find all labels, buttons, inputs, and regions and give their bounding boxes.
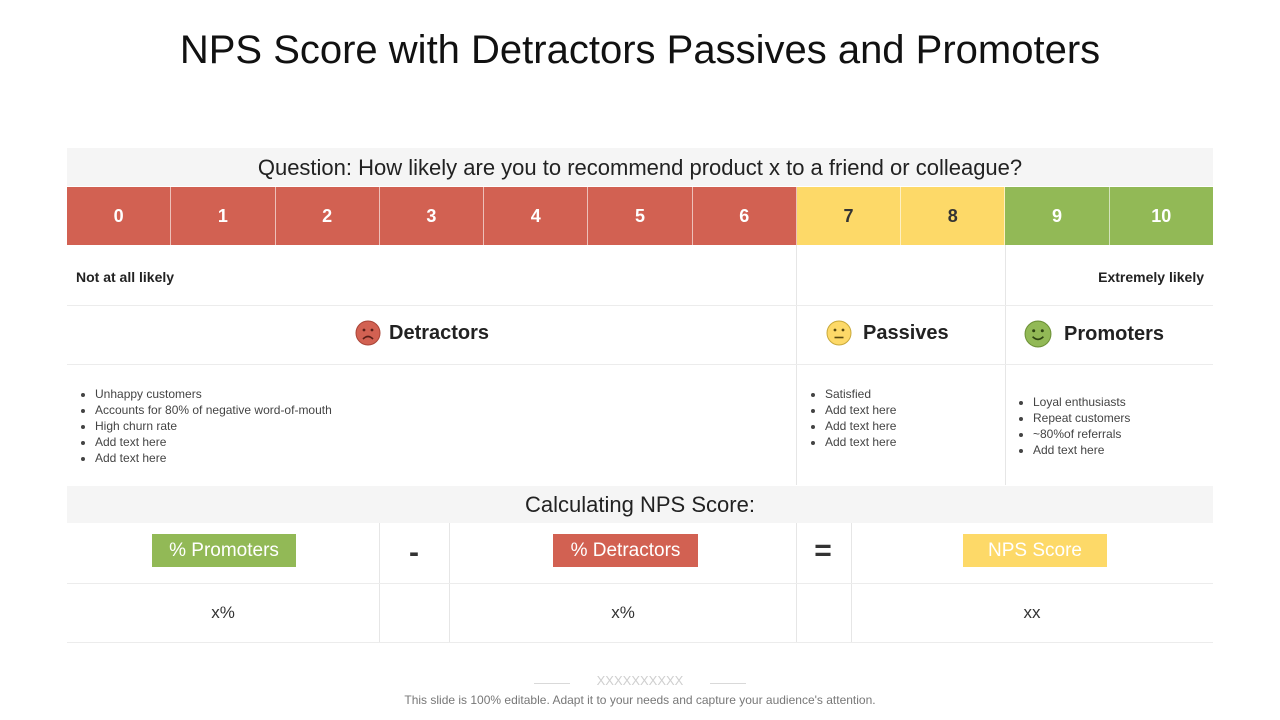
sad-face-icon bbox=[355, 320, 381, 346]
footer-marks: XXXXXXXXXX bbox=[596, 673, 684, 688]
promoters-label: Promoters bbox=[1064, 322, 1165, 345]
calc-divider bbox=[851, 523, 852, 642]
detractors-list: Unhappy customers Accounts for 80% of ne… bbox=[67, 386, 332, 466]
page-title: NPS Score with Detractors Passives and P… bbox=[179, 28, 1101, 72]
row-divider bbox=[67, 364, 1213, 365]
list-item: Accounts for 80% of negative word-of-mou… bbox=[95, 402, 332, 418]
neutral-face-icon bbox=[826, 320, 852, 346]
list-item: Add text here bbox=[1033, 442, 1130, 458]
scale-cell-5: 5 bbox=[588, 187, 693, 245]
footer-note: This slide is 100% editable. Adapt it to… bbox=[404, 693, 876, 707]
list-item: Satisfied bbox=[825, 386, 896, 402]
list-item: Add text here bbox=[95, 434, 332, 450]
list-item: Loyal enthusiasts bbox=[1033, 394, 1130, 410]
detractors-label: Detractors bbox=[389, 321, 490, 344]
row-divider bbox=[67, 583, 1213, 584]
list-item: Repeat customers bbox=[1033, 410, 1130, 426]
scale-cell-0: 0 bbox=[67, 187, 172, 245]
promoters-value: x% bbox=[211, 603, 235, 622]
list-item: Add text here bbox=[95, 450, 332, 466]
scale-cell-1: 1 bbox=[171, 187, 276, 245]
survey-question: Question: How likely are you to recommen… bbox=[67, 148, 1213, 186]
nps-score-value: xx bbox=[1023, 603, 1041, 622]
passives-list: Satisfied Add text here Add text here Ad… bbox=[797, 386, 896, 450]
footer-divider bbox=[534, 683, 570, 684]
scale-cell-6: 6 bbox=[692, 187, 797, 245]
passives-heading: Passives bbox=[826, 320, 949, 346]
scale-cell-7: 7 bbox=[796, 187, 902, 245]
high-anchor-label: Extremely likely bbox=[1098, 269, 1204, 285]
list-item: Add text here bbox=[825, 434, 896, 450]
list-item: Add text here bbox=[825, 402, 896, 418]
scale-cell-10: 10 bbox=[1109, 187, 1213, 245]
calc-divider bbox=[379, 523, 380, 642]
calc-heading: Calculating NPS Score: bbox=[67, 486, 1213, 523]
low-anchor-label: Not at all likely bbox=[76, 269, 175, 285]
list-item: Add text here bbox=[825, 418, 896, 434]
list-item: ~80%of referrals bbox=[1033, 426, 1130, 442]
scale-cell-3: 3 bbox=[379, 187, 485, 245]
nps-scale: 0 1 2 3 4 5 6 7 8 9 10 bbox=[67, 187, 1213, 245]
scale-cell-8: 8 bbox=[901, 187, 1006, 245]
detractors-value: x% bbox=[611, 603, 635, 622]
minus-operator: - bbox=[409, 536, 419, 569]
calc-divider bbox=[796, 523, 797, 642]
passives-label: Passives bbox=[863, 321, 949, 344]
calc-divider bbox=[449, 523, 450, 642]
divider-promoters bbox=[1005, 245, 1006, 485]
row-divider bbox=[67, 642, 1213, 643]
scale-cell-2: 2 bbox=[275, 187, 380, 245]
smiley-face-icon bbox=[1024, 320, 1052, 348]
row-divider bbox=[67, 305, 1213, 306]
divider-passives bbox=[796, 245, 797, 485]
scale-cell-9: 9 bbox=[1005, 187, 1110, 245]
list-item: High churn rate bbox=[95, 418, 332, 434]
equals-operator: = bbox=[814, 534, 832, 567]
promoters-heading: Promoters bbox=[1024, 320, 1164, 348]
scale-cell-4: 4 bbox=[484, 187, 589, 245]
detractors-heading: Detractors bbox=[355, 320, 489, 346]
detractors-pill: % Detractors bbox=[553, 534, 698, 567]
promoters-pill: % Promoters bbox=[152, 534, 296, 567]
list-item: Unhappy customers bbox=[95, 386, 332, 402]
nps-score-pill: NPS Score bbox=[963, 534, 1107, 567]
promoters-list: Loyal enthusiasts Repeat customers ~80%o… bbox=[1005, 394, 1130, 458]
footer-divider bbox=[710, 683, 746, 684]
